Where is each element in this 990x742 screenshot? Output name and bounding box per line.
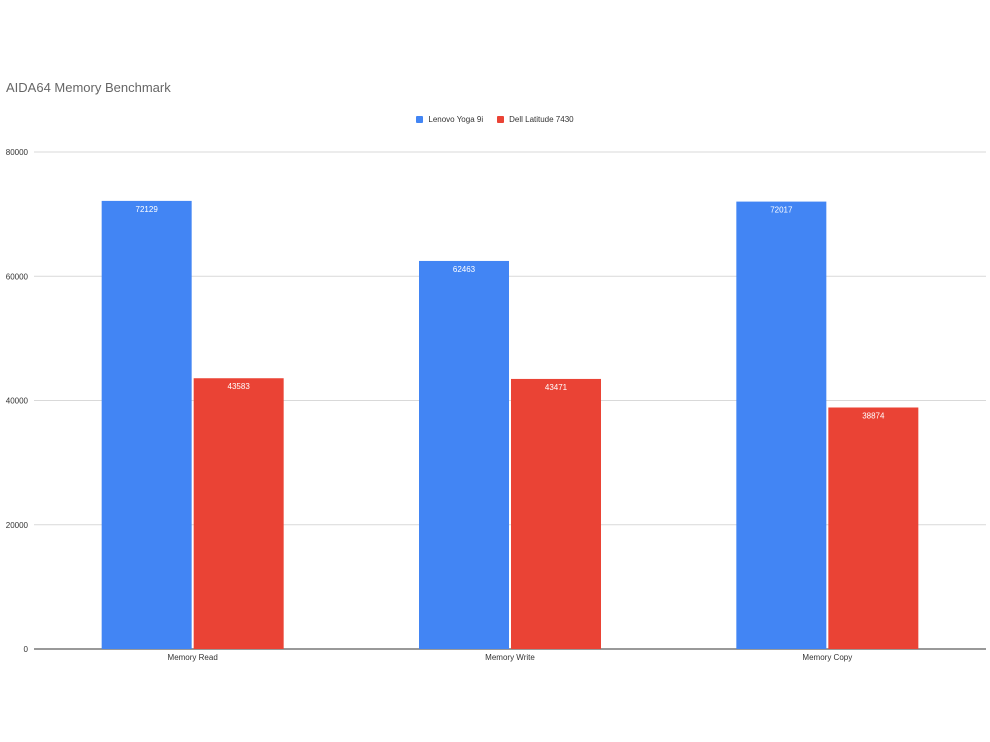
y-tick-label: 40000	[6, 397, 29, 406]
data-label: 43471	[545, 383, 568, 392]
legend-label-series-1: Lenovo Yoga 9i	[428, 115, 484, 124]
legend: Lenovo Yoga 9i Dell Latitude 7430	[0, 115, 990, 124]
x-tick-label: Memory Read	[168, 653, 218, 662]
bar-lenovo-memory-read	[101, 200, 192, 649]
y-tick-label: 60000	[6, 272, 29, 281]
data-label: 43583	[228, 382, 251, 391]
legend-label-series-2: Dell Latitude 7430	[509, 115, 574, 124]
bar-lenovo-memory-copy	[736, 201, 827, 649]
data-label: 38874	[862, 411, 885, 420]
x-tick-label: Memory Copy	[802, 653, 852, 662]
legend-swatch-series-1	[416, 116, 424, 123]
bar-dell-memory-read	[193, 378, 284, 649]
y-tick-label: 80000	[6, 148, 29, 157]
data-label: 62463	[453, 265, 476, 274]
legend-swatch-series-2	[497, 116, 505, 123]
bar-lenovo-memory-write	[419, 260, 509, 649]
x-tick-label: Memory Write	[485, 653, 535, 662]
legend-item-series-2: Dell Latitude 7430	[497, 115, 574, 124]
data-label: 72017	[770, 206, 793, 215]
data-label: 72129	[136, 205, 159, 214]
y-tick-label: 20000	[6, 521, 29, 530]
bar-dell-memory-write	[511, 378, 601, 649]
y-tick-label: 0	[24, 645, 29, 654]
bar-dell-memory-copy	[828, 407, 919, 649]
chart-title: AIDA64 Memory Benchmark	[6, 80, 171, 95]
legend-item-series-1: Lenovo Yoga 9i	[416, 115, 483, 124]
